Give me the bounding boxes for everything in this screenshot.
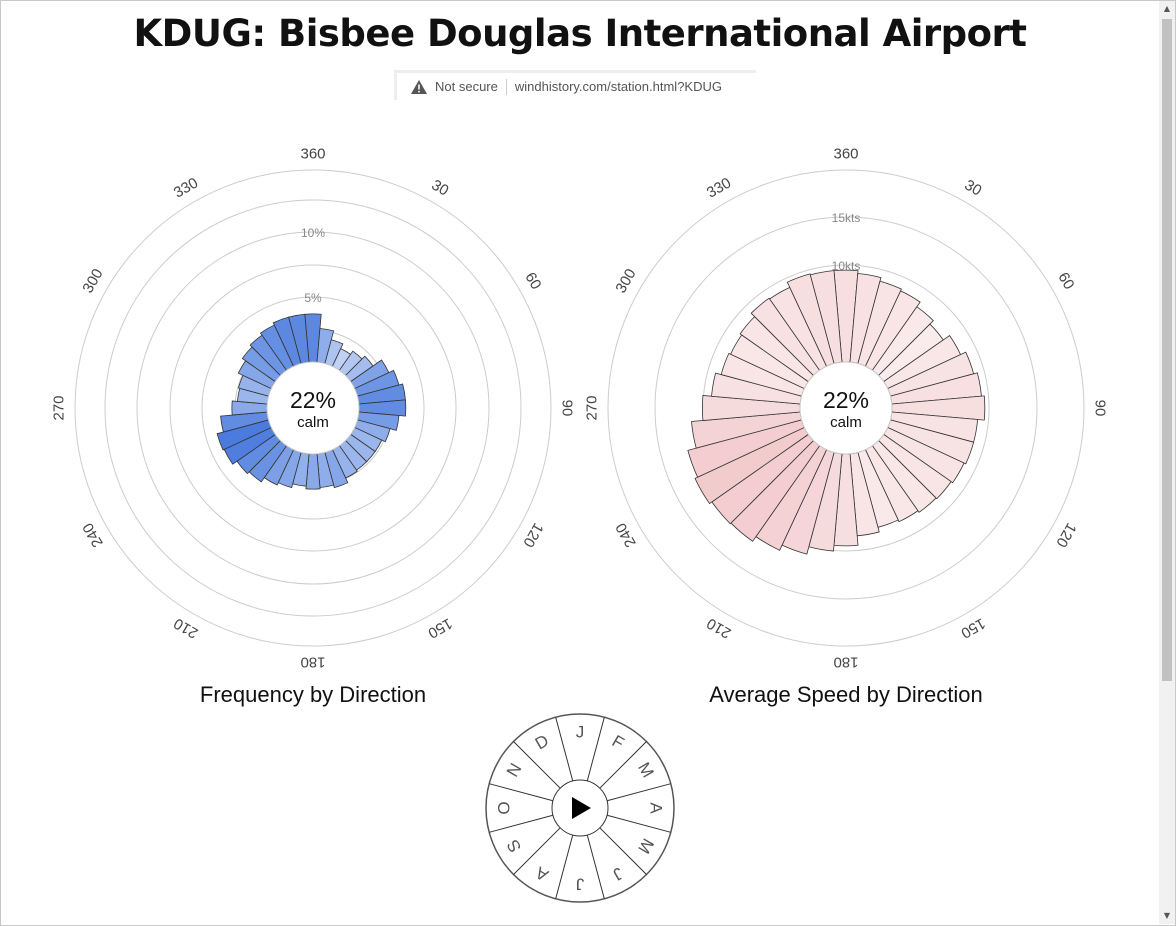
direction-label: 30 — [962, 176, 985, 199]
chart-title: Frequency by Direction — [200, 682, 426, 707]
month-divider — [586, 717, 605, 782]
direction-label: 270 — [51, 395, 68, 420]
calm-circle — [799, 361, 893, 455]
calm-label: calm — [830, 414, 862, 431]
vertical-scrollbar[interactable]: ▲ ▼ — [1159, 1, 1175, 924]
grid-ring — [74, 169, 552, 647]
grid-ring — [201, 296, 425, 520]
direction-label: 150 — [425, 614, 455, 641]
direction-label: 210 — [171, 614, 201, 641]
grid-ring — [136, 231, 490, 585]
month-divider — [599, 741, 647, 789]
direction-label: 60 — [1054, 270, 1077, 293]
direction-label: 90 — [1092, 400, 1109, 417]
calm-percent: 22% — [290, 387, 336, 413]
divider — [505, 78, 507, 95]
month-7[interactable]: J — [576, 875, 585, 894]
month-1[interactable]: J — [576, 723, 585, 742]
direction-label: 270 — [584, 395, 601, 420]
page-title: KDUG: Bisbee Douglas International Airpo… — [133, 12, 1027, 55]
grid-ring — [607, 169, 1085, 647]
play-icon[interactable] — [572, 797, 591, 819]
month-divider — [489, 814, 554, 833]
calm-circle — [266, 361, 360, 455]
direction-label: 180 — [300, 654, 325, 671]
direction-label: 150 — [958, 614, 988, 641]
direction-label: 330 — [171, 174, 201, 201]
direction-label: 120 — [1052, 520, 1079, 550]
month-divider — [489, 783, 554, 802]
month-4[interactable]: A — [647, 802, 666, 814]
direction-label: 360 — [300, 146, 325, 163]
direction-label: 60 — [521, 270, 544, 293]
month-10[interactable]: O — [495, 801, 514, 814]
grid-ring — [104, 199, 522, 617]
calm-label: calm — [297, 414, 329, 431]
ring-label: 10% — [301, 226, 325, 240]
url-text[interactable]: windhistory.com/station.html?KDUG — [514, 79, 722, 94]
month-divider — [599, 827, 647, 875]
month-divider — [555, 834, 574, 899]
direction-label: 30 — [429, 176, 452, 199]
month-divider — [606, 814, 671, 833]
ring-label: 10kts — [832, 259, 861, 273]
wind-rose-speed: 10kts 15kts 22%calm 360 30 60 90 120 150 180 210 24… — [584, 146, 1109, 708]
direction-label: 210 — [704, 614, 734, 641]
calm-percent: 22% — [823, 387, 869, 413]
warning-icon — [411, 79, 427, 94]
month-divider — [606, 783, 671, 802]
month-divider — [513, 827, 561, 875]
address-bar[interactable]: Not secure windhistory.com/station.html?… — [394, 70, 756, 100]
month-divider — [555, 717, 574, 782]
direction-label: 90 — [559, 400, 576, 417]
direction-label: 120 — [519, 520, 546, 550]
direction-label: 180 — [833, 654, 858, 671]
direction-label: 240 — [79, 520, 106, 550]
scroll-down-icon[interactable]: ▼ — [1163, 911, 1171, 920]
ring-label: 15kts — [832, 211, 861, 225]
direction-label: 330 — [704, 174, 734, 201]
ring-label: 5% — [304, 291, 322, 305]
direction-label: 240 — [612, 520, 639, 550]
grid-ring — [169, 264, 457, 552]
wind-rose-frequency: 5% 10% 22%calm 360 30 60 90 120 150 180 210 240 270 3… — [51, 146, 576, 708]
direction-label: 360 — [833, 146, 858, 163]
grid-ring — [654, 216, 1038, 600]
scroll-up-icon[interactable]: ▲ — [1163, 4, 1171, 13]
chart-title: Average Speed by Direction — [709, 682, 983, 707]
security-status: Not secure — [435, 79, 498, 94]
scrollbar-thumb[interactable] — [1162, 19, 1172, 681]
month-divider — [513, 741, 561, 789]
month-divider — [586, 834, 605, 899]
direction-label: 300 — [79, 266, 106, 296]
direction-label: 300 — [612, 266, 639, 296]
